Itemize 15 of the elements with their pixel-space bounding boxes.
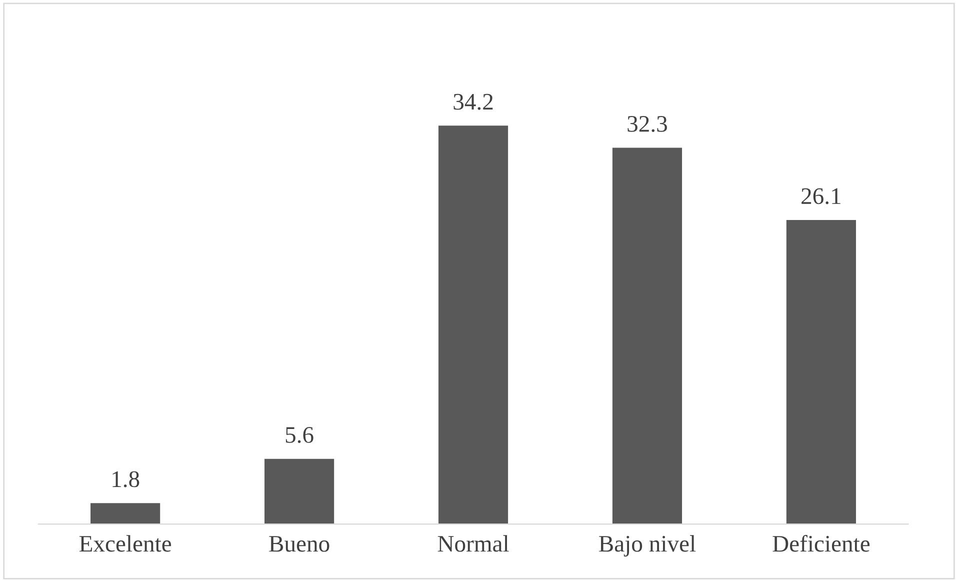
data-label: 26.1 [802, 188, 840, 204]
bar [786, 220, 856, 524]
bar [612, 148, 682, 524]
x-tick-label: Excelente [79, 535, 172, 552]
data-label: 5.6 [286, 427, 314, 444]
data-label: 1.8 [112, 471, 140, 488]
bar [438, 126, 508, 524]
data-label: 34.2 [454, 94, 493, 110]
x-tick-label: Deficiente [772, 534, 870, 552]
bar [264, 458, 334, 524]
data-label: 32.3 [628, 116, 667, 132]
x-tick-label: Bajo nivel [599, 535, 696, 557]
x-tick-label: Bueno [269, 536, 330, 552]
bar [90, 503, 160, 524]
x-tick-label: Normal [438, 535, 509, 552]
